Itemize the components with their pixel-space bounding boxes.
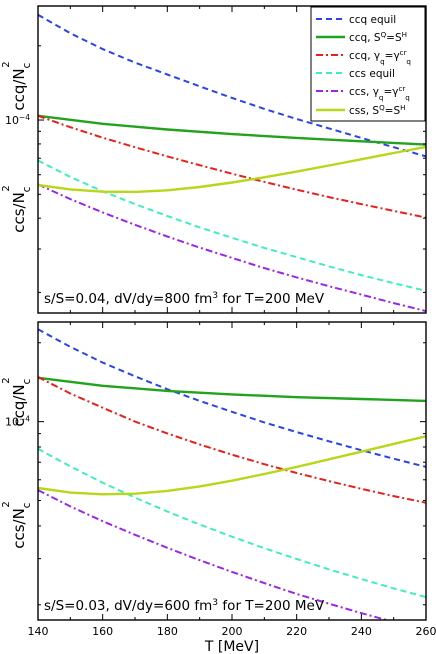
text-part: q	[380, 57, 385, 66]
series-line-1	[38, 13, 426, 158]
panel-annotation: s/S=0.04, dV/dy=800 fm3 for T=200 MeV	[44, 290, 325, 308]
x-tick-label: 260	[416, 625, 436, 638]
text-part: c	[22, 63, 33, 69]
text-part: =γ	[383, 86, 398, 98]
series-line-3	[38, 114, 426, 219]
text-part: =S	[385, 105, 401, 117]
x-tick-label: 240	[351, 625, 372, 638]
text-part: cr	[398, 84, 405, 93]
text-part: ccs equil	[349, 68, 395, 80]
text-part: Q	[381, 30, 387, 39]
series-line-4	[38, 159, 426, 292]
text-part: s/S=0.03, dV/dy=600 fm	[44, 598, 212, 614]
x-tick-label: 180	[157, 625, 178, 638]
series-line-2	[38, 114, 426, 146]
panel-annotation: s/S=0.03, dV/dy=600 fm3 for T=200 MeV	[44, 597, 325, 615]
x-tick-label: 220	[286, 625, 307, 638]
text-part: for T=200 MeV	[218, 598, 325, 614]
x-axis-label: T [MeV]	[204, 639, 259, 654]
series-line-6	[38, 435, 426, 496]
legend-entry-1: ccq equil	[349, 14, 396, 26]
text-part: q	[405, 93, 410, 102]
text-part: 2	[1, 185, 12, 191]
y-axis-label-top: ccq/Nc 2	[1, 61, 33, 110]
text-part: q	[406, 57, 411, 66]
y-axis-label-bot: ccs/Nc 2	[1, 501, 33, 549]
text-part: =S	[386, 32, 402, 44]
text-part: Q	[379, 103, 385, 112]
text-part: ccq/N	[10, 68, 28, 110]
legend-box	[310, 6, 426, 122]
y-axis-label-top: ccq/Nc 2	[1, 377, 33, 426]
text-part: for T=200 MeV	[218, 291, 325, 307]
text-part: 2	[1, 377, 12, 383]
text-part: −4	[19, 414, 30, 423]
series-line-5	[38, 489, 391, 620]
text-part: −4	[19, 113, 30, 122]
legend-entry-2: ccq, SQ=SH	[349, 30, 407, 45]
text-part: 10	[5, 416, 19, 429]
x-tick-label: 160	[92, 625, 113, 638]
text-part: ccq equil	[349, 14, 396, 26]
legend-entry-4: ccs equil	[349, 68, 395, 80]
y-tick-label: 10−4	[5, 113, 30, 128]
text-part: 3	[212, 290, 218, 301]
text-part: 2	[1, 61, 12, 67]
text-part: c	[22, 187, 33, 193]
text-part: H	[402, 30, 407, 39]
legend-entry-3: ccq, γq=γcrq	[349, 48, 411, 66]
series-group	[38, 13, 426, 313]
text-part: =γ	[385, 50, 400, 62]
series-line-5	[38, 183, 426, 313]
text-part: ccs, γ	[349, 86, 379, 98]
text-part: ccs/N	[10, 508, 28, 549]
x-tick-label: 200	[222, 625, 243, 638]
text-part: c	[22, 379, 33, 385]
text-part: css, S	[349, 105, 379, 117]
plot-frame	[37, 321, 427, 621]
text-part: 2	[1, 501, 12, 507]
text-part: H	[400, 103, 405, 112]
legend-entry-6: css, SQ=SH	[349, 103, 406, 118]
text-part: ccq, S	[349, 32, 381, 44]
series-line-4	[38, 447, 426, 599]
legend-entry-5: ccs, γq=γcrq	[349, 84, 410, 102]
series-line-6	[38, 145, 426, 194]
text-part: s/S=0.04, dV/dy=800 fm	[44, 291, 212, 307]
text-part: c	[22, 503, 33, 509]
text-part: 3	[212, 597, 218, 608]
text-part: ccs/N	[10, 192, 28, 233]
series-line-3	[38, 376, 426, 504]
text-part: ccq/N	[10, 384, 28, 426]
y-tick-label: 10−4	[5, 414, 30, 429]
text-part: 10	[5, 114, 19, 127]
series-line-1	[38, 328, 426, 468]
text-part: q	[379, 93, 384, 102]
text-part: cr	[400, 48, 407, 57]
text-part: ccq, γ	[349, 50, 380, 62]
x-tick-label: 140	[28, 625, 49, 638]
series-line-2	[38, 376, 426, 403]
y-axis-label-bot: ccs/Nc 2	[1, 185, 33, 233]
series-group	[38, 328, 426, 620]
